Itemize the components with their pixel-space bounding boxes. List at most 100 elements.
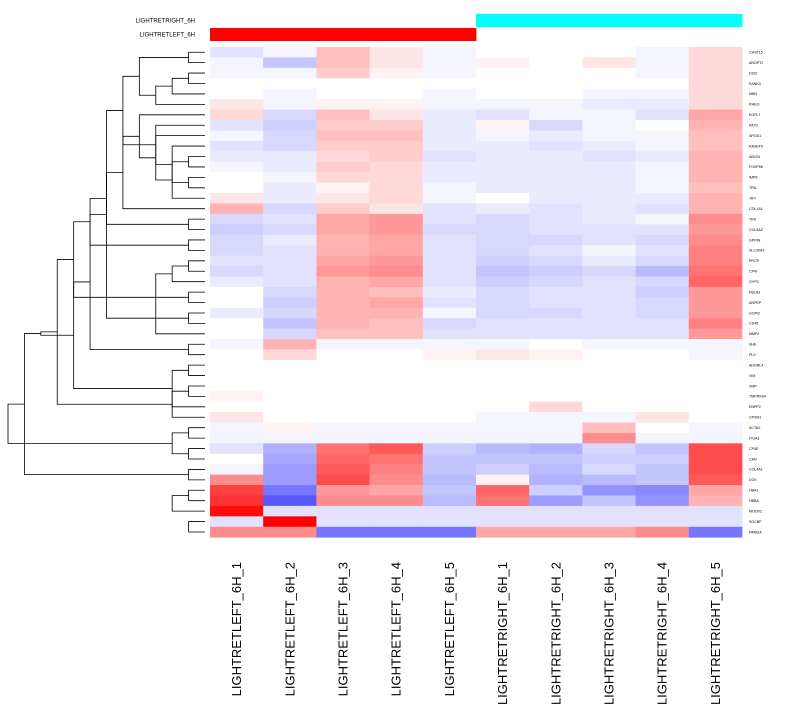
heatmap-cell-r25-c3: [369, 307, 424, 319]
heatmap-cell-r24-c6: [529, 297, 583, 309]
heatmap-cell-r27-c3: [369, 328, 424, 340]
heatmap-cell-r19-c1: [263, 245, 317, 256]
heatmap-cell-r21-c0: [210, 266, 264, 277]
heatmap-cell-r41-c2: [316, 474, 370, 486]
row-label-gprin: GPRIN: [749, 238, 761, 242]
row-label-itga3: ITGA3: [749, 436, 759, 440]
heatmap-cell-r15-c9: [688, 203, 743, 215]
heatmap-cell-r12-c0: [210, 172, 264, 183]
heatmap-cell-r46-c3: [369, 526, 424, 538]
column-label-lightretleft-6h-1: LIGHTRETLEFT_6H_1: [229, 562, 244, 696]
heatmap-cell-r23-c4: [422, 286, 477, 298]
heatmap-cell-r45-c6: [529, 516, 583, 528]
heatmap-cell-r7-c3: [369, 120, 424, 131]
heatmap-cell-r19-c5: [476, 245, 530, 256]
heatmap-cell-r3-c8: [635, 78, 690, 90]
annotation-cell-lightretleft-6h-2: [263, 28, 317, 41]
dendrogram-branch-30: [171, 369, 205, 408]
row-label-pax2: PAX2: [749, 124, 758, 128]
heatmap-cell-r20-c7: [582, 255, 636, 267]
heatmap-cell-r35-c1: [263, 412, 317, 423]
heatmap-cell-r5-c9: [688, 99, 743, 110]
heatmap-cell-r22-c9: [688, 276, 743, 288]
heatmap-cell-r21-c7: [582, 266, 636, 277]
heatmap-cell-r25-c5: [476, 307, 530, 319]
heatmap-cell-r17-c0: [210, 224, 264, 236]
heatmap-cell-r36-c7: [582, 422, 636, 434]
heatmap-cell-r15-c6: [529, 203, 583, 215]
heatmap-cell-r17-c4: [422, 224, 477, 236]
heatmap-cell-r34-c3: [369, 401, 424, 413]
heatmap-cell-r0-c0: [210, 47, 264, 58]
heatmap-cell-r10-c2: [316, 151, 370, 163]
heatmap-cell-r30-c9: [688, 359, 743, 371]
heatmap-cell-r24-c1: [263, 297, 317, 309]
heatmap-cell-r15-c4: [422, 203, 477, 215]
heatmap-cell-r29-c6: [529, 349, 583, 361]
dendrogram-branch-2: [188, 72, 205, 84]
heatmap-cell-r31-c4: [422, 370, 477, 382]
heatmap-cell-r33-c2: [316, 391, 370, 403]
heatmap-cell-r41-c5: [476, 474, 530, 486]
heatmap-cell-r6-c8: [635, 109, 690, 121]
heatmap-cell-r0-c8: [635, 47, 690, 58]
heatmap-cell-r22-c2: [316, 276, 370, 288]
heatmap-cells: [210, 47, 743, 538]
heatmap-cell-r0-c6: [529, 47, 583, 58]
column-labels: LIGHTRETLEFT_6H_1 LIGHTRETLEFT_6H_2 LIGHTR…: [229, 562, 723, 705]
heatmap-cell-r35-c5: [476, 412, 530, 423]
heatmap-cell-r8-c6: [529, 130, 583, 142]
heatmap-cell-r35-c6: [529, 412, 583, 423]
heatmap-cell-r28-c8: [635, 339, 690, 350]
dendrogram-branch-27: [188, 364, 205, 376]
heatmap-cell-r10-c5: [476, 151, 530, 163]
heatmap-cell-r8-c0: [210, 130, 264, 142]
row-label-vim: VIM: [749, 374, 755, 378]
heatmap-cell-r23-c1: [263, 286, 317, 298]
heatmap-cell-r12-c4: [422, 172, 477, 183]
heatmap-cell-r18-c4: [422, 234, 477, 246]
heatmap-cell-r15-c0: [210, 203, 264, 215]
heatmap-cell-r13-c7: [582, 182, 636, 194]
heatmap-cell-r20-c8: [635, 255, 690, 267]
heatmap-cell-r43-c1: [263, 495, 317, 507]
heatmap-cell-r18-c1: [263, 234, 317, 246]
heatmap-cell-r19-c3: [369, 245, 424, 256]
heatmap-cell-r31-c5: [476, 370, 530, 382]
heatmap-cell-r36-c2: [316, 422, 370, 434]
heatmap-cell-r36-c3: [369, 422, 424, 434]
heatmap-cell-r7-c4: [422, 120, 477, 131]
heatmap-cell-r20-c5: [476, 255, 530, 267]
heatmap-cell-r24-c7: [582, 297, 636, 309]
heatmap-cell-r45-c2: [316, 516, 370, 528]
heatmap-cell-r14-c0: [210, 193, 264, 204]
heatmap-cell-r1-c6: [529, 57, 583, 69]
heatmap-cell-r23-c9: [688, 286, 743, 298]
heatmap-cell-r34-c1: [263, 401, 317, 413]
row-label-fbln3: FBLN3: [749, 290, 760, 294]
heatmap-cell-r15-c1: [263, 203, 317, 215]
heatmap-cell-r41-c9: [688, 474, 743, 486]
heatmap-cell-r9-c7: [582, 140, 636, 152]
column-label-lightretright-6h-2: LIGHTRETRIGHT_6H_2: [548, 562, 563, 705]
heatmap-cell-r30-c3: [369, 359, 424, 371]
heatmap-cell-r36-c5: [476, 422, 530, 434]
heatmap-cell-r4-c2: [316, 88, 370, 100]
heatmap-cell-r24-c9: [688, 297, 743, 309]
heatmap-cell-r3-c9: [688, 78, 743, 90]
heatmap-cell-r38-c1: [263, 443, 317, 455]
heatmap-cell-r37-c0: [210, 432, 264, 444]
heatmap-cell-r2-c5: [476, 67, 530, 79]
heatmap-cell-r0-c7: [582, 47, 636, 58]
row-label-apod1: APOD1: [749, 134, 761, 138]
heatmap-cell-r39-c9: [688, 453, 743, 465]
heatmap-cell-r19-c0: [210, 245, 264, 256]
dendrogram-branch-23: [155, 273, 205, 335]
dendrogram-branch-21: [188, 291, 205, 303]
heatmap-cell-r29-c8: [635, 349, 690, 361]
heatmap-cell-r22-c5: [476, 276, 530, 288]
heatmap-cell-r18-c6: [529, 234, 583, 246]
heatmap-cell-r12-c3: [369, 172, 424, 183]
heatmap-cell-r42-c8: [635, 485, 690, 496]
heatmap-cell-r11-c3: [369, 161, 424, 173]
